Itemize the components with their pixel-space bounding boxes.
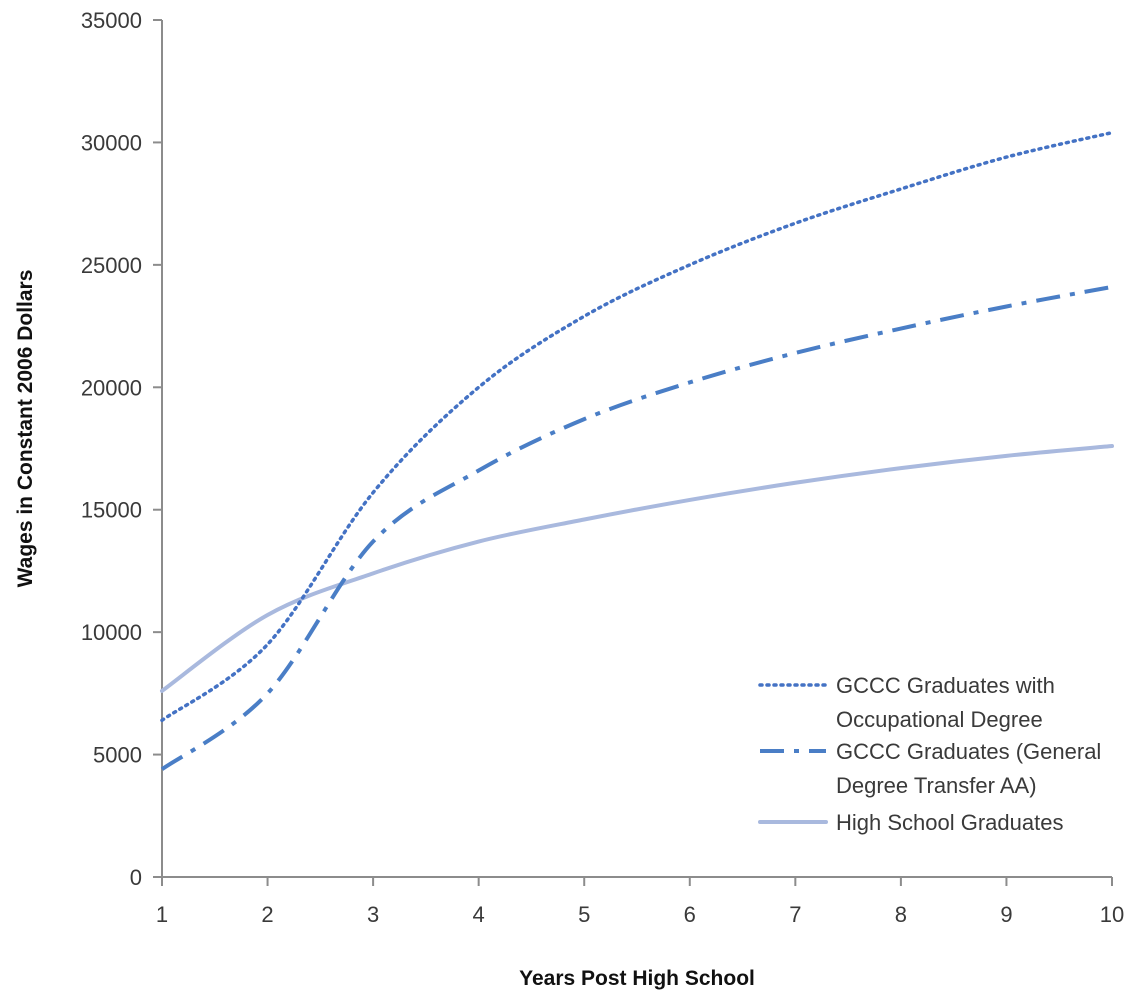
legend-label: Occupational Degree — [836, 707, 1043, 732]
x-axis-title: Years Post High School — [519, 967, 755, 990]
x-tick-label: 9 — [1000, 902, 1012, 927]
x-tick-label: 1 — [156, 902, 168, 927]
y-tick-label: 30000 — [81, 130, 142, 155]
y-tick-label: 10000 — [81, 620, 142, 645]
legend: GCCC Graduates with Occupational Degree GC… — [758, 673, 1101, 835]
y-tick-label: 25000 — [81, 253, 142, 278]
x-tick-label: 7 — [789, 902, 801, 927]
series-lines — [160, 130, 1114, 771]
y-tick-label: 15000 — [81, 498, 142, 523]
x-tick-label: 4 — [473, 902, 485, 927]
y-tick-label: 20000 — [81, 375, 142, 400]
series-line-dash-dot — [160, 284, 1113, 771]
x-tick-label: 3 — [367, 902, 379, 927]
legend-label: GCCC Graduates with — [836, 673, 1055, 698]
x-tick-label: 2 — [261, 902, 273, 927]
y-axis-title: Wages in Constant 2006 Dollars — [14, 270, 37, 588]
x-tick-label: 10 — [1100, 902, 1124, 927]
series-line-solid — [160, 444, 1114, 693]
series-line-dotted — [160, 130, 1114, 723]
y-tick-label: 0 — [130, 865, 142, 890]
legend-label: GCCC Graduates (General — [836, 739, 1101, 764]
y-axis-ticks: 0 5000 10000 15000 20000 25000 30000 35000 — [81, 8, 162, 890]
x-tick-label: 5 — [578, 902, 590, 927]
x-tick-label: 8 — [895, 902, 907, 927]
legend-label: High School Graduates — [836, 810, 1063, 835]
x-tick-label: 6 — [684, 902, 696, 927]
y-tick-label: 35000 — [81, 8, 142, 33]
legend-label: Degree Transfer AA) — [836, 773, 1037, 798]
y-tick-label: 5000 — [93, 743, 142, 768]
x-axis-ticks: 1 2 3 4 5 6 7 8 9 10 — [156, 877, 1124, 927]
